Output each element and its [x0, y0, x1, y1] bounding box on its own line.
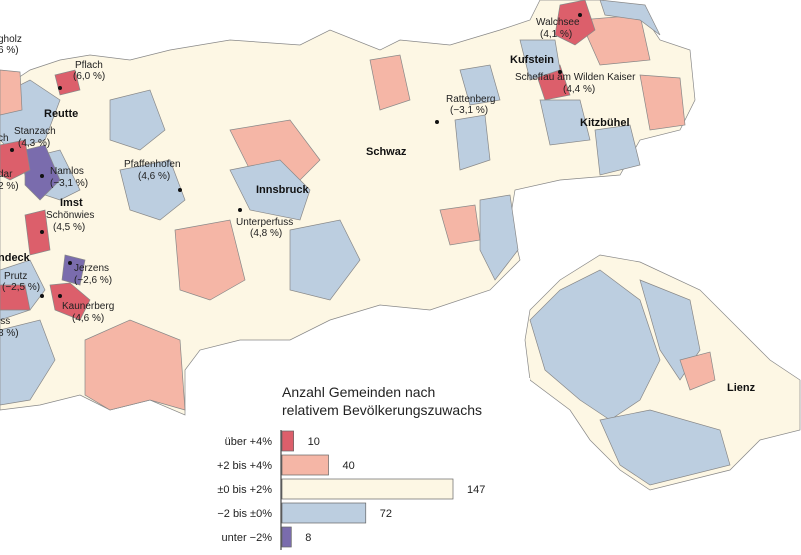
- bar: [281, 478, 454, 500]
- category-label: ±0 bis +2%: [217, 484, 272, 496]
- map-label: Schönwies: [46, 210, 94, 221]
- map-label: Jerzens: [74, 263, 109, 274]
- bar: [281, 430, 294, 452]
- city-label: Kitzbühel: [580, 117, 630, 129]
- map-label: (4,1 %): [540, 29, 572, 40]
- map-label: 6 %): [0, 45, 19, 56]
- map-label: Prutz: [4, 271, 27, 282]
- map-label: Pflach: [75, 60, 103, 71]
- city-label: Kufstein: [510, 54, 554, 66]
- map-label: (4,6 %): [138, 171, 170, 182]
- map-labels: gholz 6 %) Pflach (6,0 %) Reutte Stanzac…: [0, 17, 756, 394]
- city-label: Reutte: [44, 108, 78, 120]
- category-label: unter −2%: [222, 532, 273, 544]
- map-label: (4,5 %): [53, 222, 85, 233]
- map-label: ch: [0, 133, 9, 144]
- bar: [281, 454, 329, 476]
- value-label: 10: [308, 436, 320, 448]
- map-label: (6,0 %): [73, 71, 105, 82]
- map-label: (4,8 %): [250, 228, 282, 239]
- category-label: +2 bis +4%: [217, 460, 272, 472]
- map-label: 2 %): [0, 181, 19, 192]
- city-label: ndeck: [0, 252, 31, 264]
- map-label: Namlos: [50, 166, 84, 177]
- bar: [281, 502, 367, 524]
- chart-title: relativem Bevölkerungszuwachs: [282, 402, 482, 418]
- city-label: Schwaz: [366, 146, 407, 158]
- map-label: dar: [0, 169, 13, 180]
- map-label: (4,3 %): [18, 138, 50, 149]
- town-dots: [10, 13, 582, 298]
- map-label: iss: [0, 316, 10, 327]
- map-label: (4,6 %): [72, 313, 104, 324]
- map-label: Walchsee: [536, 17, 580, 28]
- map-label: (4,4 %): [563, 84, 595, 95]
- map-label: Rattenberg: [446, 94, 495, 105]
- map-label: gholz: [0, 34, 22, 45]
- chart-title: Anzahl Gemeinden nach: [282, 384, 435, 400]
- map-label: Kaunerberg: [62, 301, 114, 312]
- map-label: Unterperfuss: [236, 217, 293, 228]
- value-label: 72: [380, 508, 392, 520]
- map-label: Pfaffenhofen: [124, 159, 181, 170]
- city-label: Imst: [60, 197, 83, 209]
- map-label: 8 %): [0, 328, 19, 339]
- map-label: (−3,1 %): [50, 178, 88, 189]
- map-label: (−3,1 %): [450, 105, 488, 116]
- map-label: (−2,6 %): [74, 275, 112, 286]
- map-shapes: [0, 0, 801, 491]
- category-label: über +4%: [225, 436, 273, 448]
- city-label: Innsbruck: [256, 184, 309, 196]
- map-label: (−2,5 %): [2, 282, 40, 293]
- city-label: Lienz: [727, 382, 756, 394]
- value-label: 8: [305, 532, 311, 544]
- category-label: −2 bis ±0%: [217, 508, 272, 520]
- value-label: 40: [343, 460, 355, 472]
- map-label: Scheffau am Wilden Kaiser: [515, 72, 636, 83]
- map-label: Stanzach: [14, 126, 56, 137]
- value-label: 147: [467, 484, 485, 496]
- bar: [281, 526, 292, 548]
